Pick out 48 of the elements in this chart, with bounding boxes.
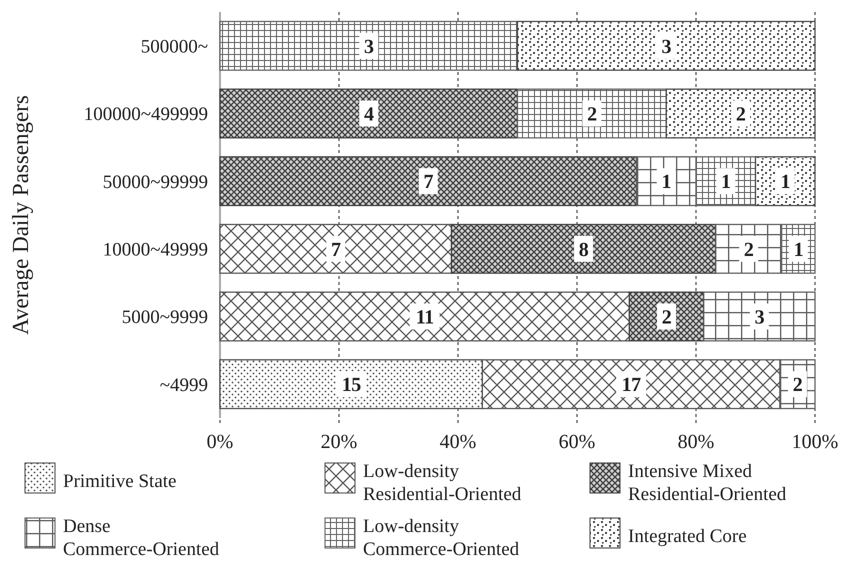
annotation: 2 <box>792 374 803 396</box>
annotation: 1 <box>794 238 804 261</box>
bar <box>219 88 518 138</box>
bar <box>516 20 816 71</box>
bar <box>219 156 638 206</box>
annotation: 1 <box>721 171 730 194</box>
y-tick-label: 10000~49999 <box>102 239 208 260</box>
x-tick-label: 60% <box>558 431 596 453</box>
y-tick-label: 50000~99999 <box>102 172 208 193</box>
bar <box>219 292 630 342</box>
legend-label: Intensive Mixed Residential-Oriented <box>628 461 787 505</box>
x-tick-label: 0% <box>206 431 234 453</box>
bar <box>703 292 816 342</box>
annotation: 2 <box>587 104 598 126</box>
legend-label: Low-density Commerce-Oriented <box>363 516 520 560</box>
y-tick-label: 500000~ <box>140 36 208 58</box>
legend-label: Low-density Residential-Oriented <box>363 461 522 505</box>
annotation: 7 <box>424 171 434 194</box>
annotation: 3 <box>754 306 765 328</box>
annotation: 1 <box>662 171 671 194</box>
y-tick-label: 5000~9999 <box>122 307 208 328</box>
bar <box>450 224 716 274</box>
annotation: 11 <box>416 306 434 328</box>
x-tick-label: 40% <box>440 431 476 453</box>
y-axis-title: Average Daily Passengers <box>8 95 33 335</box>
bar <box>219 20 518 71</box>
annotation: 3 <box>364 36 374 58</box>
bar <box>666 88 816 138</box>
legend-label: Integrated Core <box>628 526 747 547</box>
x-tick-label: 20% <box>320 431 358 453</box>
annotation: 3 <box>662 36 672 58</box>
bar <box>516 88 667 138</box>
legend-label: Primitive State <box>63 471 176 492</box>
annotation: 4 <box>364 104 374 126</box>
annotation: 17 <box>622 374 642 396</box>
annotation: 2 <box>662 306 672 328</box>
y-tick-label: ~4999 <box>160 374 208 396</box>
annotation: 7 <box>330 238 341 261</box>
annotation: 15 <box>342 374 362 396</box>
bar <box>219 224 452 274</box>
annotation: 2 <box>744 238 754 261</box>
annotation: 2 <box>736 104 746 126</box>
annotation: 8 <box>578 238 589 261</box>
x-tick-label: 80% <box>678 431 714 453</box>
annotation: 1 <box>780 171 790 194</box>
x-tick-label: 100% <box>792 431 838 453</box>
legend-label: Dense Commerce-Oriented <box>63 516 220 560</box>
y-tick-label: 100000~499999 <box>84 104 208 126</box>
